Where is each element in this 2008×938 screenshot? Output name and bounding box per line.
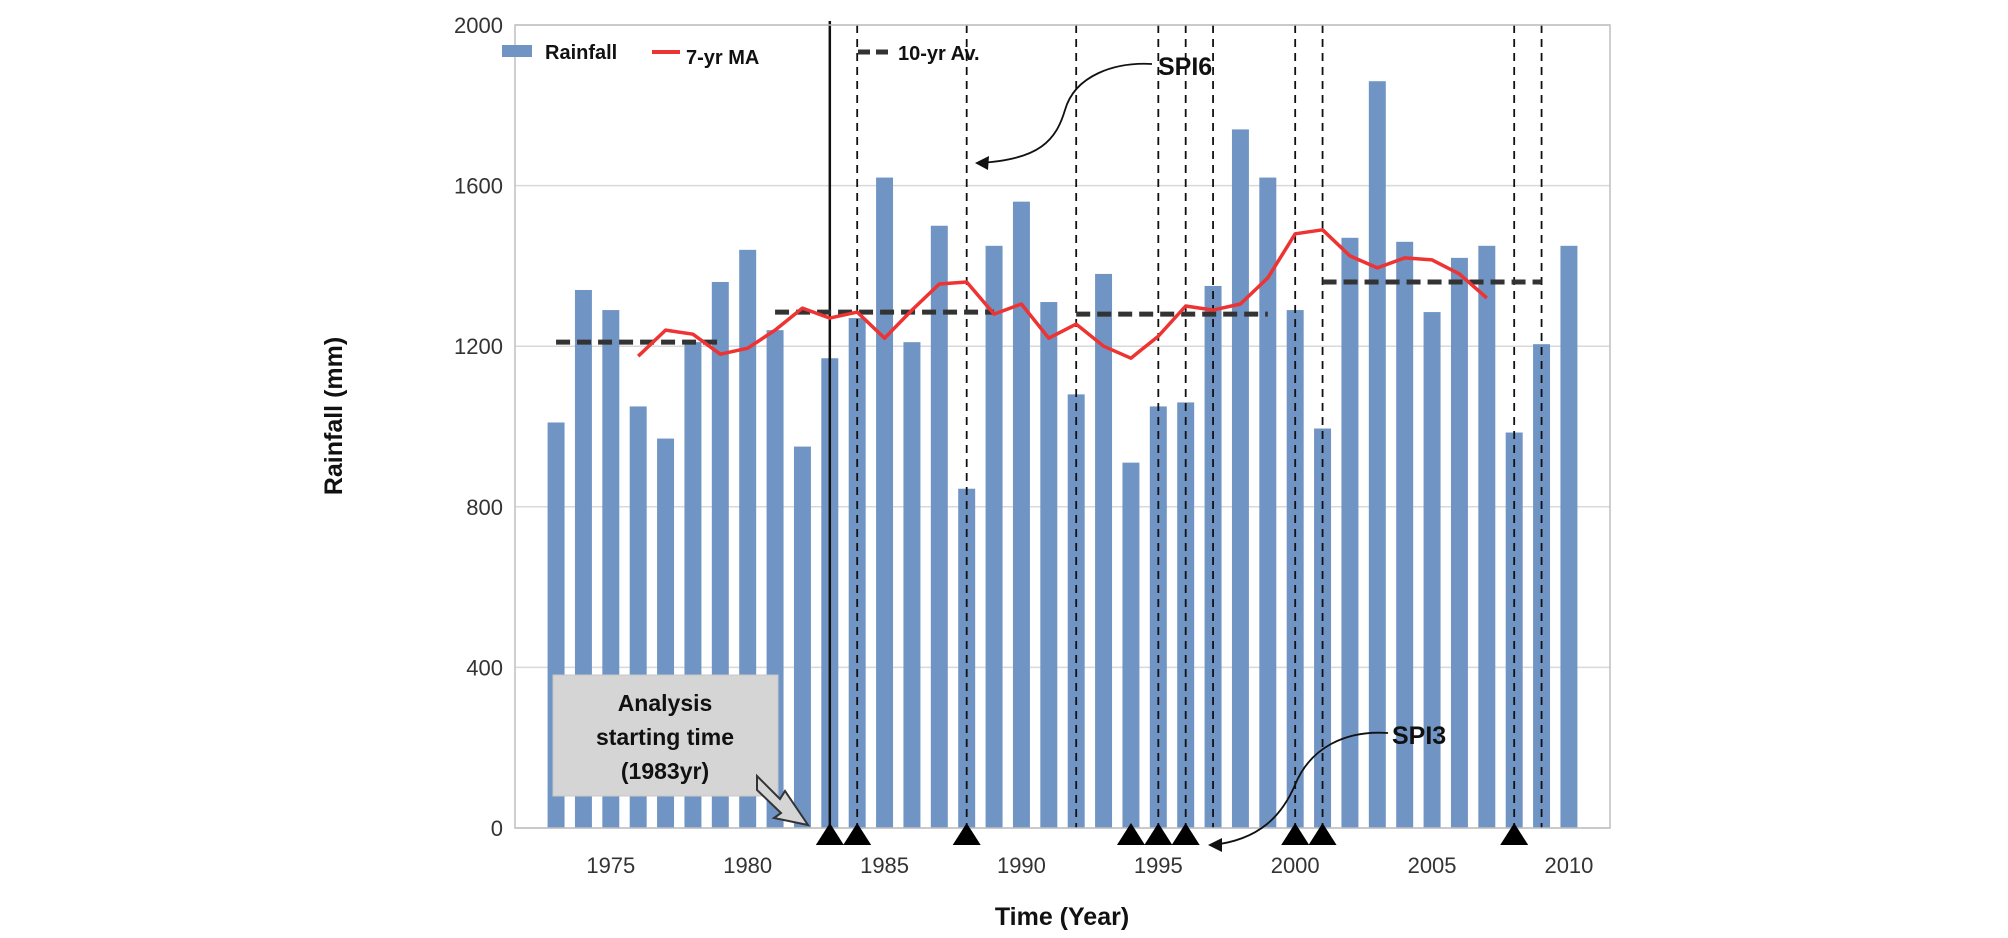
y-tick-1600: 1600 xyxy=(454,174,503,199)
spi3-arrowhead xyxy=(1208,838,1222,852)
bar-1997 xyxy=(1204,285,1222,829)
bar-2005 xyxy=(1423,312,1441,828)
spi6-label: SPI6 xyxy=(1158,53,1212,81)
x-tick-2010: 2010 xyxy=(1544,853,1593,878)
bar-2003 xyxy=(1368,81,1386,828)
y-axis-title: Rainfall (mm) xyxy=(320,337,348,495)
x-tick-1985: 1985 xyxy=(860,853,909,878)
x-axis-title: Time (Year) xyxy=(995,903,1129,931)
y-tick-1200: 1200 xyxy=(454,334,503,359)
marker-2008 xyxy=(1500,823,1529,845)
marker-2001 xyxy=(1308,823,1337,845)
x-tick-1990: 1990 xyxy=(997,853,1046,878)
marker-1995 xyxy=(1144,823,1173,845)
bar-1990 xyxy=(1012,201,1030,828)
plot-border xyxy=(514,24,1611,829)
bar-1982 xyxy=(793,446,811,828)
bar-1985 xyxy=(876,177,894,828)
x-tick-1995: 1995 xyxy=(1134,853,1183,878)
legend-label-avg: 10-yr Av. xyxy=(898,43,980,65)
x-tick-2000: 2000 xyxy=(1271,853,1320,878)
spi3-arrow xyxy=(1211,731,1389,846)
bar-1998 xyxy=(1231,129,1249,828)
legend: Rainfall 7-yr MA 10-yr Av. xyxy=(502,42,980,69)
marker-1983 xyxy=(815,823,844,845)
bar-1991 xyxy=(1040,302,1058,828)
moving-average-line xyxy=(636,228,1488,360)
marker-1988 xyxy=(952,823,981,845)
bar-1994 xyxy=(1122,462,1140,828)
analysis-start-line-3: (1983yr) xyxy=(621,758,709,784)
x-tick-1975: 1975 xyxy=(586,853,635,878)
event-markers xyxy=(815,823,1529,845)
bar-1986 xyxy=(903,342,921,828)
y-tick-2000: 2000 xyxy=(454,13,503,38)
analysis-start-box xyxy=(552,674,779,797)
analysis-start-line-1: Analysis xyxy=(618,690,713,716)
ten-year-average-lines xyxy=(556,279,1542,345)
legend-label-ma: 7-yr MA xyxy=(686,47,759,69)
y-tick-800: 800 xyxy=(466,495,503,520)
event-lines xyxy=(828,21,1543,828)
spi6-arrowhead xyxy=(975,156,989,170)
bar-1993 xyxy=(1095,273,1113,828)
y-tick-400: 400 xyxy=(466,655,503,680)
marker-1996 xyxy=(1171,823,1200,845)
marker-1984 xyxy=(843,823,872,845)
bar-1999 xyxy=(1259,177,1277,828)
x-tick-2005: 2005 xyxy=(1408,853,1457,878)
analysis-start-arrow xyxy=(756,773,811,827)
x-tick-1980: 1980 xyxy=(723,853,772,878)
plot-frame xyxy=(514,24,1611,829)
legend-swatch-rainfall xyxy=(502,45,532,57)
x-tick-labels: 1975 1980 1985 1990 1995 2000 2005 2010 xyxy=(586,853,1593,878)
ma-line xyxy=(636,228,1488,360)
bar-2002 xyxy=(1341,237,1359,829)
marker-2000 xyxy=(1281,823,1310,845)
marker-1994 xyxy=(1116,823,1145,845)
bar-2007 xyxy=(1478,245,1496,828)
y-tick-0: 0 xyxy=(491,816,503,841)
bar-2010 xyxy=(1560,245,1578,828)
bar-1992 xyxy=(1067,394,1085,828)
analysis-start-callout: Analysis starting time (1983yr) xyxy=(552,674,811,827)
legend-label-rainfall: Rainfall xyxy=(545,42,617,64)
spi3-label: SPI3 xyxy=(1392,722,1446,750)
bar-2006 xyxy=(1450,257,1468,828)
bar-2004 xyxy=(1396,241,1414,828)
bar-1989 xyxy=(985,245,1003,828)
spi6-arrow xyxy=(977,62,1153,164)
bar-2000 xyxy=(1286,310,1304,828)
y-tick-labels: 0 400 800 1200 1600 2000 xyxy=(454,13,503,841)
bar-1987 xyxy=(930,225,948,828)
analysis-start-line-2: starting time xyxy=(596,724,734,750)
